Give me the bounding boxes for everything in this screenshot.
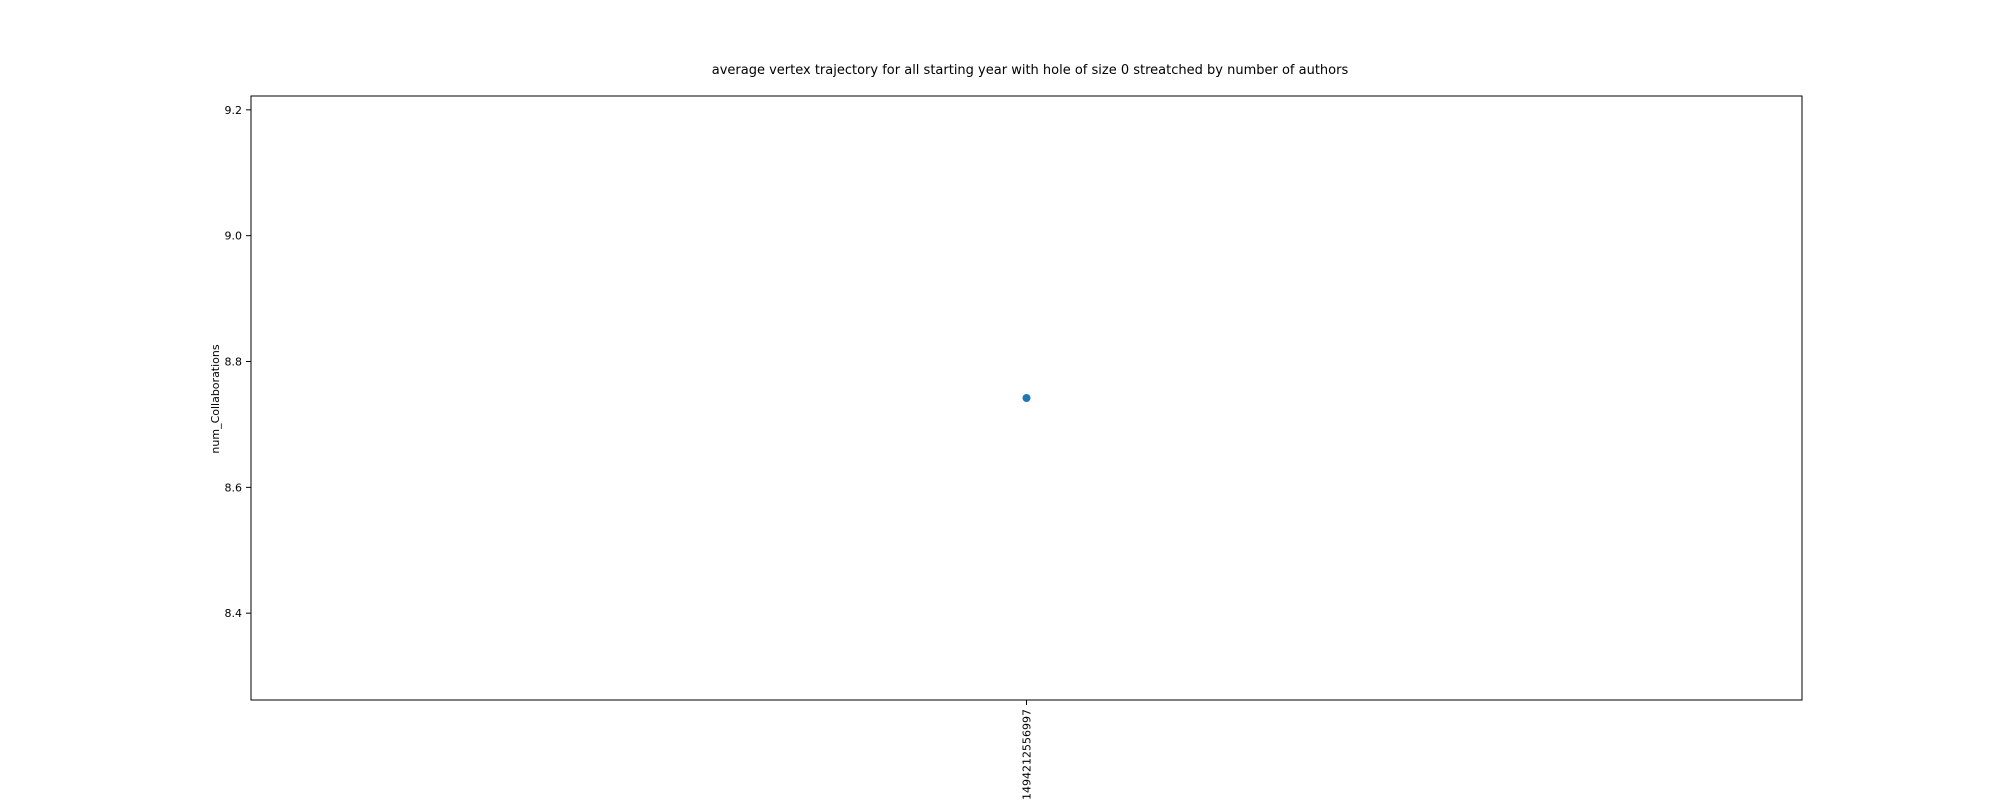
y-axis-label: num_Collaborations [209,344,222,453]
x-axis: 1494212556997 [1021,700,1034,800]
y-tick-label: 8.8 [225,356,243,369]
x-tick-label: 1494212556997 [1021,709,1034,800]
chart-title: average vertex trajectory for all starti… [712,63,1349,78]
y-axis: 8.4 8.6 8.8 9.0 9.2 [225,104,251,620]
y-tick-label: 9.0 [225,230,243,243]
y-tick-label: 8.4 [225,607,243,620]
y-tick-label: 9.2 [225,104,243,117]
data-points [1022,394,1031,402]
y-tick-label: 8.6 [225,481,243,494]
data-point [1022,394,1031,402]
